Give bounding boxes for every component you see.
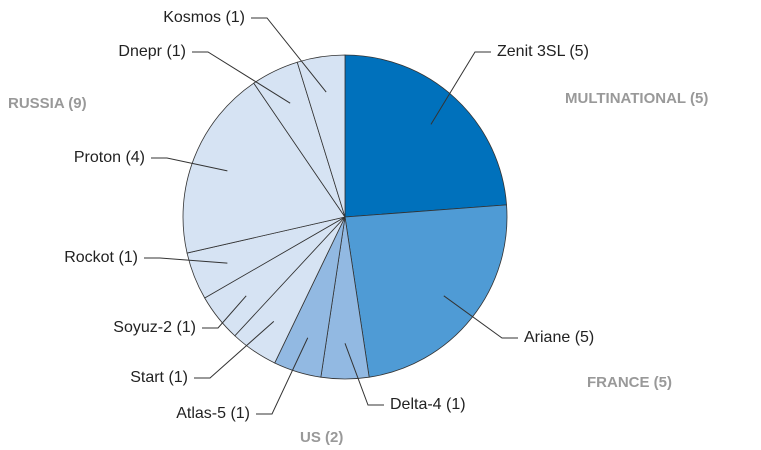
slice-label: Start (1) — [130, 369, 188, 386]
group-label: RUSSIA (9) — [8, 95, 87, 112]
pie-slice — [344, 54, 507, 218]
group-label: FRANCE (5) — [587, 374, 672, 391]
slice-label: Soyuz-2 (1) — [113, 319, 196, 336]
leader-line — [251, 17, 327, 93]
group-label: US (2) — [300, 429, 343, 446]
group-label: MULTINATIONAL (5) — [565, 90, 708, 107]
pie-slice — [296, 54, 346, 218]
slice-label: Rockot (1) — [64, 249, 138, 266]
leader-line — [443, 295, 518, 339]
leader-line — [256, 337, 309, 415]
leader-line — [194, 321, 275, 379]
slices — [182, 54, 508, 380]
leader-line — [144, 257, 228, 264]
leader-line — [151, 157, 228, 172]
pie-slice — [344, 204, 508, 378]
slice-label: Atlas-5 (1) — [176, 405, 250, 422]
slice-label: Delta-4 (1) — [390, 396, 466, 413]
slice-label: Kosmos (1) — [163, 9, 245, 26]
leader-line — [202, 295, 247, 329]
leader-line — [192, 51, 291, 104]
slice-label: Ariane (5) — [524, 329, 594, 346]
slice-label: Proton (4) — [74, 149, 145, 166]
slice-label: Dnepr (1) — [118, 43, 186, 60]
leader-line — [344, 343, 384, 406]
leader-line — [430, 51, 491, 125]
slice-label: Zenit 3SL (5) — [497, 43, 589, 60]
pie-slice — [182, 82, 346, 254]
